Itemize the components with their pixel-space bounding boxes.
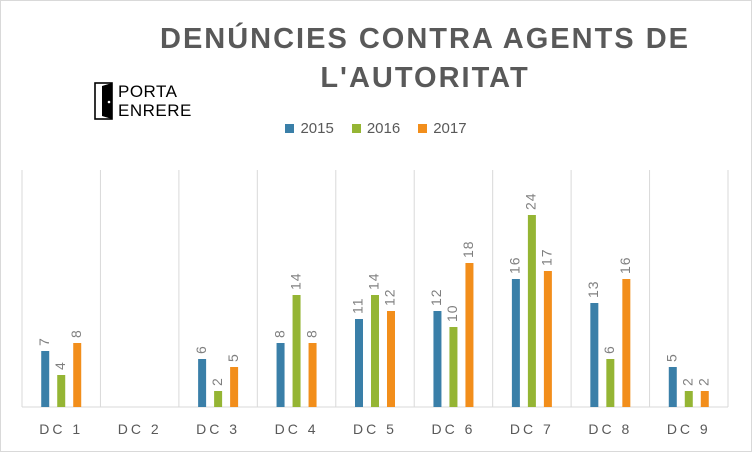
x-tick-label: DC 6 (431, 421, 475, 437)
x-tick-label: DC 7 (510, 421, 554, 437)
data-label: 8 (271, 329, 287, 338)
legend-swatch-2016 (351, 124, 361, 133)
data-label: 12 (428, 288, 444, 306)
bar-2016 (449, 327, 458, 407)
data-label: 6 (601, 345, 617, 354)
logo-text-porta: PORTA (118, 82, 178, 101)
bar-2015 (590, 303, 599, 407)
bar-2017 (308, 343, 317, 407)
legend-swatch-2015 (285, 124, 295, 133)
chart-title: DENÚNCIES CONTRA AGENTS DE L'AUTORITAT (160, 23, 690, 94)
legend-item-2015: 2015 (285, 120, 334, 137)
x-tick-label: DC 5 (353, 421, 397, 437)
data-label: 16 (507, 256, 523, 274)
bar-2016 (371, 295, 379, 407)
x-tick-label: DC 1 (39, 421, 83, 437)
bar-2017 (387, 311, 395, 407)
x-tick-label: DC 3 (196, 421, 240, 437)
x-tick-label: DC 2 (118, 421, 162, 437)
data-label: 7 (36, 337, 52, 346)
data-label: 17 (539, 248, 555, 266)
bar-2015 (198, 359, 207, 407)
data-label: 13 (585, 280, 601, 298)
bar-2016 (606, 359, 615, 407)
bar-2015 (511, 279, 520, 407)
legend-item-2016: 2016 (351, 120, 401, 137)
data-label: 2 (679, 377, 695, 386)
data-label: 24 (523, 192, 539, 210)
bar-2017 (73, 343, 82, 407)
door-icon (94, 82, 113, 120)
bar-2016 (214, 391, 223, 407)
legend-label-2015: 2015 (300, 120, 334, 137)
bar-2017 (700, 391, 709, 407)
bar-2015 (433, 311, 442, 407)
data-label: 12 (382, 288, 398, 306)
chart-legend: 2015 2016 2017 (0, 120, 752, 137)
bar-2015 (276, 343, 285, 407)
legend-swatch-2017 (418, 124, 428, 133)
data-label: 5 (663, 353, 679, 362)
data-label: 8 (303, 329, 319, 338)
bar-2015 (41, 351, 50, 407)
bar-2016 (57, 375, 66, 407)
porta-enrere-logo: PORTA ENRERE (92, 80, 192, 124)
bar-2015 (355, 319, 363, 407)
bar-2015 (668, 367, 677, 407)
data-label: 2 (695, 377, 711, 386)
legend-label-2017: 2017 (433, 120, 467, 137)
data-label: 2 (209, 377, 225, 386)
data-label: 18 (460, 240, 476, 258)
data-label: 16 (617, 256, 633, 274)
data-label: 5 (225, 353, 241, 362)
bar-2016 (292, 295, 301, 407)
x-tick-label: DC 9 (667, 421, 711, 437)
legend-item-2017: 2017 (418, 120, 467, 137)
bar-2017 (622, 279, 631, 407)
bar-2017 (543, 271, 552, 407)
legend-label-2016: 2016 (366, 120, 401, 137)
bar-2017 (230, 367, 239, 407)
data-label: 6 (193, 345, 209, 354)
x-tick-label: DC 8 (588, 421, 632, 437)
bar-2016 (527, 215, 536, 407)
bar-2016 (684, 391, 693, 407)
data-label: 11 (350, 297, 366, 314)
data-label: 4 (52, 361, 68, 370)
data-label: 8 (68, 329, 84, 338)
x-tick-label: DC 4 (275, 421, 319, 437)
bar-2017 (465, 263, 474, 407)
data-label: 10 (444, 304, 460, 322)
logo-text-enrere: ENRERE (118, 101, 192, 120)
data-label: 14 (366, 272, 382, 290)
data-label: 14 (287, 272, 303, 290)
